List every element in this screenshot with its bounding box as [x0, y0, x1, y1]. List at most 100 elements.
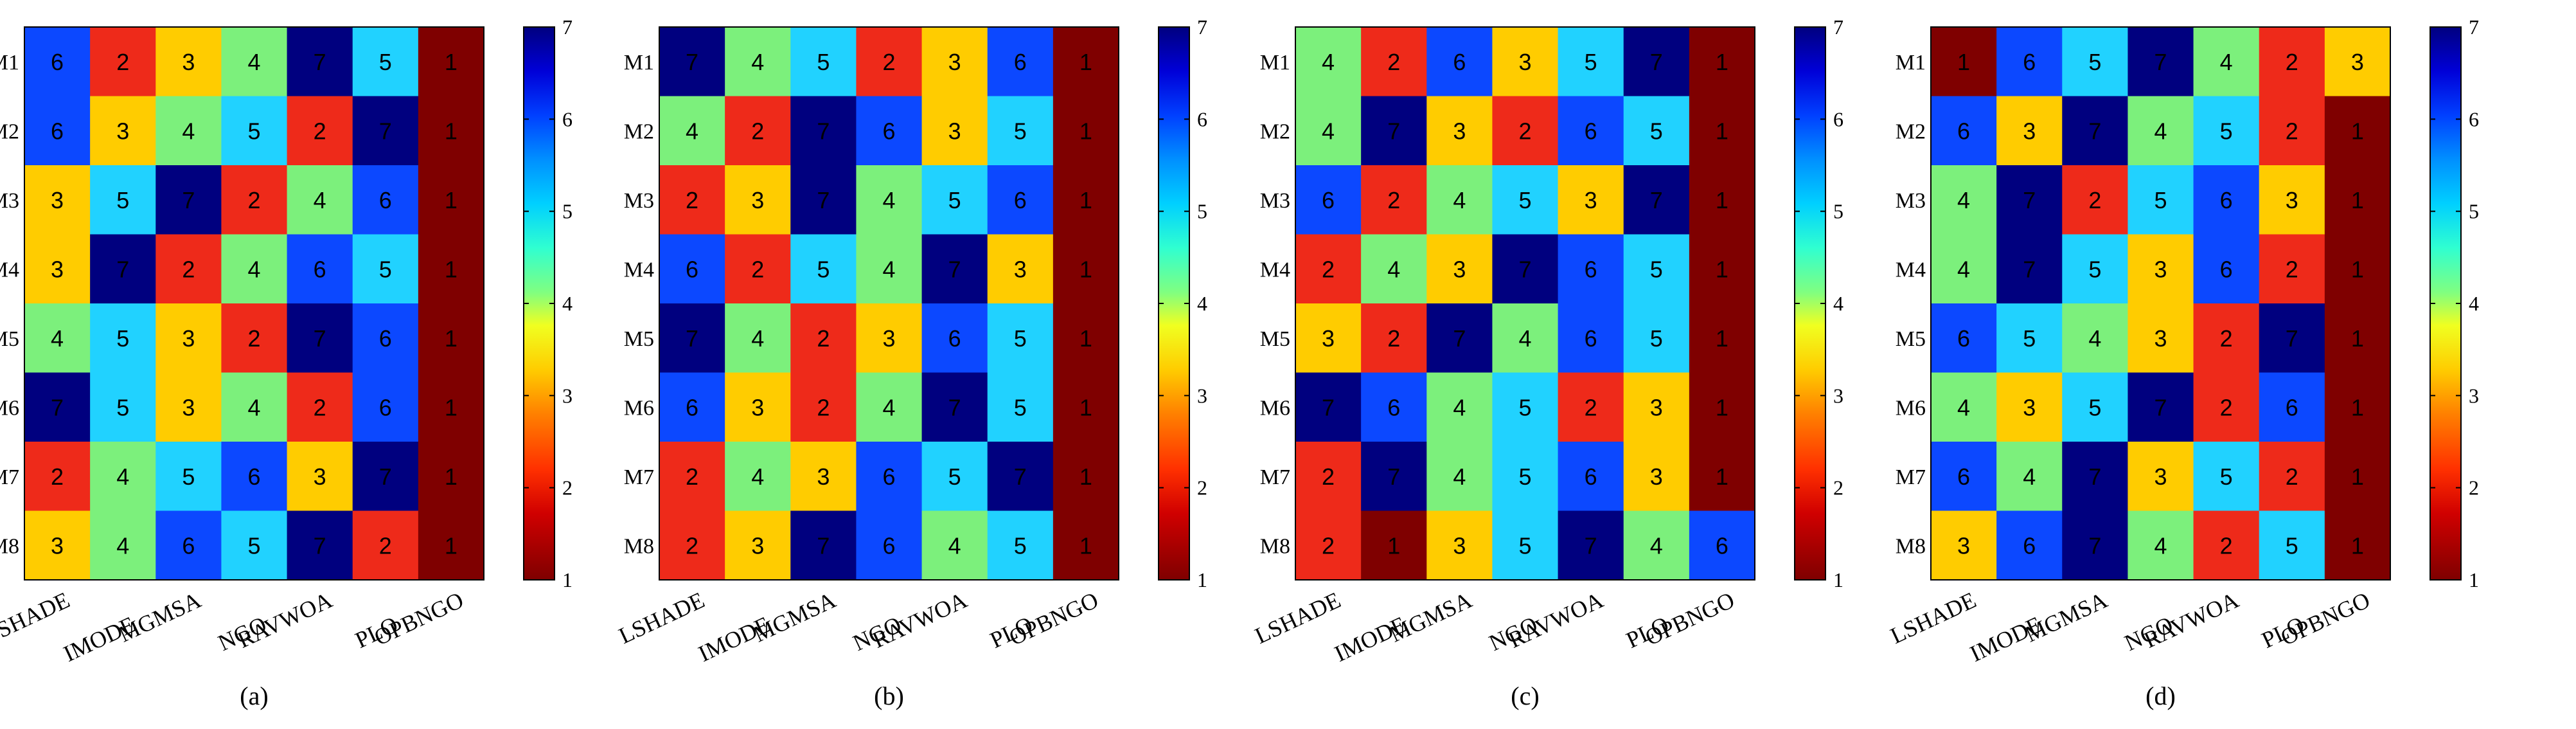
cell-value-label: 1 [445, 187, 457, 213]
cell-value-label: 3 [51, 532, 64, 559]
cell-value-label: 4 [2154, 532, 2167, 559]
heatmap-cell [1361, 510, 1427, 580]
cell-value-label: 1 [2351, 256, 2364, 282]
heatmap-cell [790, 96, 857, 166]
heatmap-cell [1492, 510, 1559, 580]
cell-value-label: 4 [1518, 325, 1531, 352]
cell-value-label: 7 [948, 394, 961, 420]
cell-value-label: 4 [1453, 394, 1466, 420]
cell-value-label: 1 [1079, 49, 1092, 75]
cell-value-label: 6 [1957, 325, 1970, 352]
heatmap-cell [1931, 96, 1997, 166]
colorbar-tick-label: 1 [2469, 568, 2479, 591]
colorbar-tick-label: 5 [562, 200, 573, 223]
heatmap-cell [659, 96, 725, 166]
cell-value-label: 6 [882, 532, 895, 559]
heatmap-cell [1558, 96, 1624, 166]
heatmap-cell [287, 303, 353, 373]
cell-value-label: 4 [882, 256, 895, 282]
heatmap-cell [1361, 27, 1427, 96]
cell-value-label: 5 [182, 464, 195, 490]
cell-value-label: 2 [2220, 532, 2233, 559]
cell-value-label: 3 [2351, 49, 2364, 75]
cell-value-label: 1 [445, 532, 457, 559]
cell-value-label: 2 [1322, 256, 1335, 282]
heatmap-cell [921, 27, 988, 96]
row-label: M3 [624, 189, 654, 213]
row-label: M5 [0, 327, 19, 351]
heatmap-cell [725, 510, 791, 580]
colorbar-tick-label: 7 [2469, 15, 2479, 39]
cell-value-label: 6 [1957, 118, 1970, 144]
row-label: M6 [1896, 396, 1926, 420]
cell-value-label: 7 [314, 532, 326, 559]
cell-value-label: 4 [1453, 464, 1466, 490]
row-label: M8 [1896, 534, 1926, 558]
heatmap-cell [921, 96, 988, 166]
heatmap-cell [2259, 442, 2325, 511]
heatmap-cell [1689, 96, 1755, 166]
heatmap-cell [1623, 234, 1690, 304]
heatmap-cell [2193, 372, 2260, 442]
heatmap-cell [352, 165, 419, 235]
heatmap-cell [2127, 96, 2194, 166]
cell-value-label: 1 [1079, 325, 1092, 352]
cell-value-label: 7 [1650, 49, 1663, 75]
cell-value-label: 5 [817, 256, 830, 282]
heatmap-cell [2062, 442, 2128, 511]
column-label: MGMSA [750, 587, 840, 647]
heatmap-cell [2259, 510, 2325, 580]
heatmap-cell [2193, 165, 2260, 235]
heatmap-cell [221, 442, 288, 511]
heatmap-panel-b: 7 4 5 2 3 6 1 4 2 7 6 3 5 1 2 3 7 4 5 6 1 6 2 5 4 7 3 1 7 4 2 3 6 5 1 6 3 2 4 7… [615, 15, 1207, 710]
heatmap-cell [2193, 303, 2260, 373]
cell-value-label: 6 [247, 464, 260, 490]
colorbar-tick-label: 2 [562, 476, 573, 500]
cell-value-label: 2 [1387, 49, 1400, 75]
heatmap-cell [1931, 372, 1997, 442]
cell-value-label: 7 [817, 187, 830, 213]
cell-value-label: 4 [1957, 394, 1970, 420]
heatmap-cell [1426, 372, 1493, 442]
heatmap-cell [987, 442, 1054, 511]
cell-value-label: 3 [1453, 532, 1466, 559]
cell-value-label: 1 [445, 394, 457, 420]
heatmap-cell [1689, 372, 1755, 442]
heatmap-cell [1295, 510, 1362, 580]
heatmap-cell [221, 165, 288, 235]
row-label: M8 [0, 534, 19, 558]
row-label: M7 [1260, 465, 1290, 489]
heatmap-cell [1996, 96, 2063, 166]
heatmap-cell [221, 96, 288, 166]
cell-value-label: 2 [1585, 394, 1597, 420]
heatmap-cell [1053, 27, 1119, 96]
cell-value-label: 6 [314, 256, 326, 282]
heatmap-cell [2324, 165, 2391, 235]
heatmap-frame [659, 26, 1119, 580]
cell-value-label: 2 [686, 187, 698, 213]
row-label: M8 [1260, 534, 1290, 558]
cell-value-label: 4 [1957, 256, 1970, 282]
cell-value-label: 5 [2023, 325, 2036, 352]
heatmap-cell [155, 234, 222, 304]
heatmap-cell [856, 303, 923, 373]
cell-value-label: 2 [2220, 394, 2233, 420]
cell-value-label: 5 [2154, 187, 2167, 213]
heatmap-cell [1996, 234, 2063, 304]
row-label: M6 [624, 396, 654, 420]
cell-value-label: 3 [1453, 118, 1466, 144]
heatmap-cell [90, 372, 156, 442]
heatmap-cell [987, 510, 1054, 580]
heatmap-cell [1492, 372, 1559, 442]
cell-value-label: 1 [1716, 118, 1728, 144]
cell-value-label: 6 [1322, 187, 1335, 213]
heatmap-cell [2193, 96, 2260, 166]
cell-value-label: 6 [1716, 532, 1728, 559]
heatmap-cell [352, 510, 419, 580]
cell-value-label: 7 [2023, 256, 2036, 282]
cell-value-label: 4 [1650, 532, 1663, 559]
row-label: M7 [1896, 465, 1926, 489]
cell-value-label: 7 [1518, 256, 1531, 282]
cell-value-label: 7 [2023, 187, 2036, 213]
